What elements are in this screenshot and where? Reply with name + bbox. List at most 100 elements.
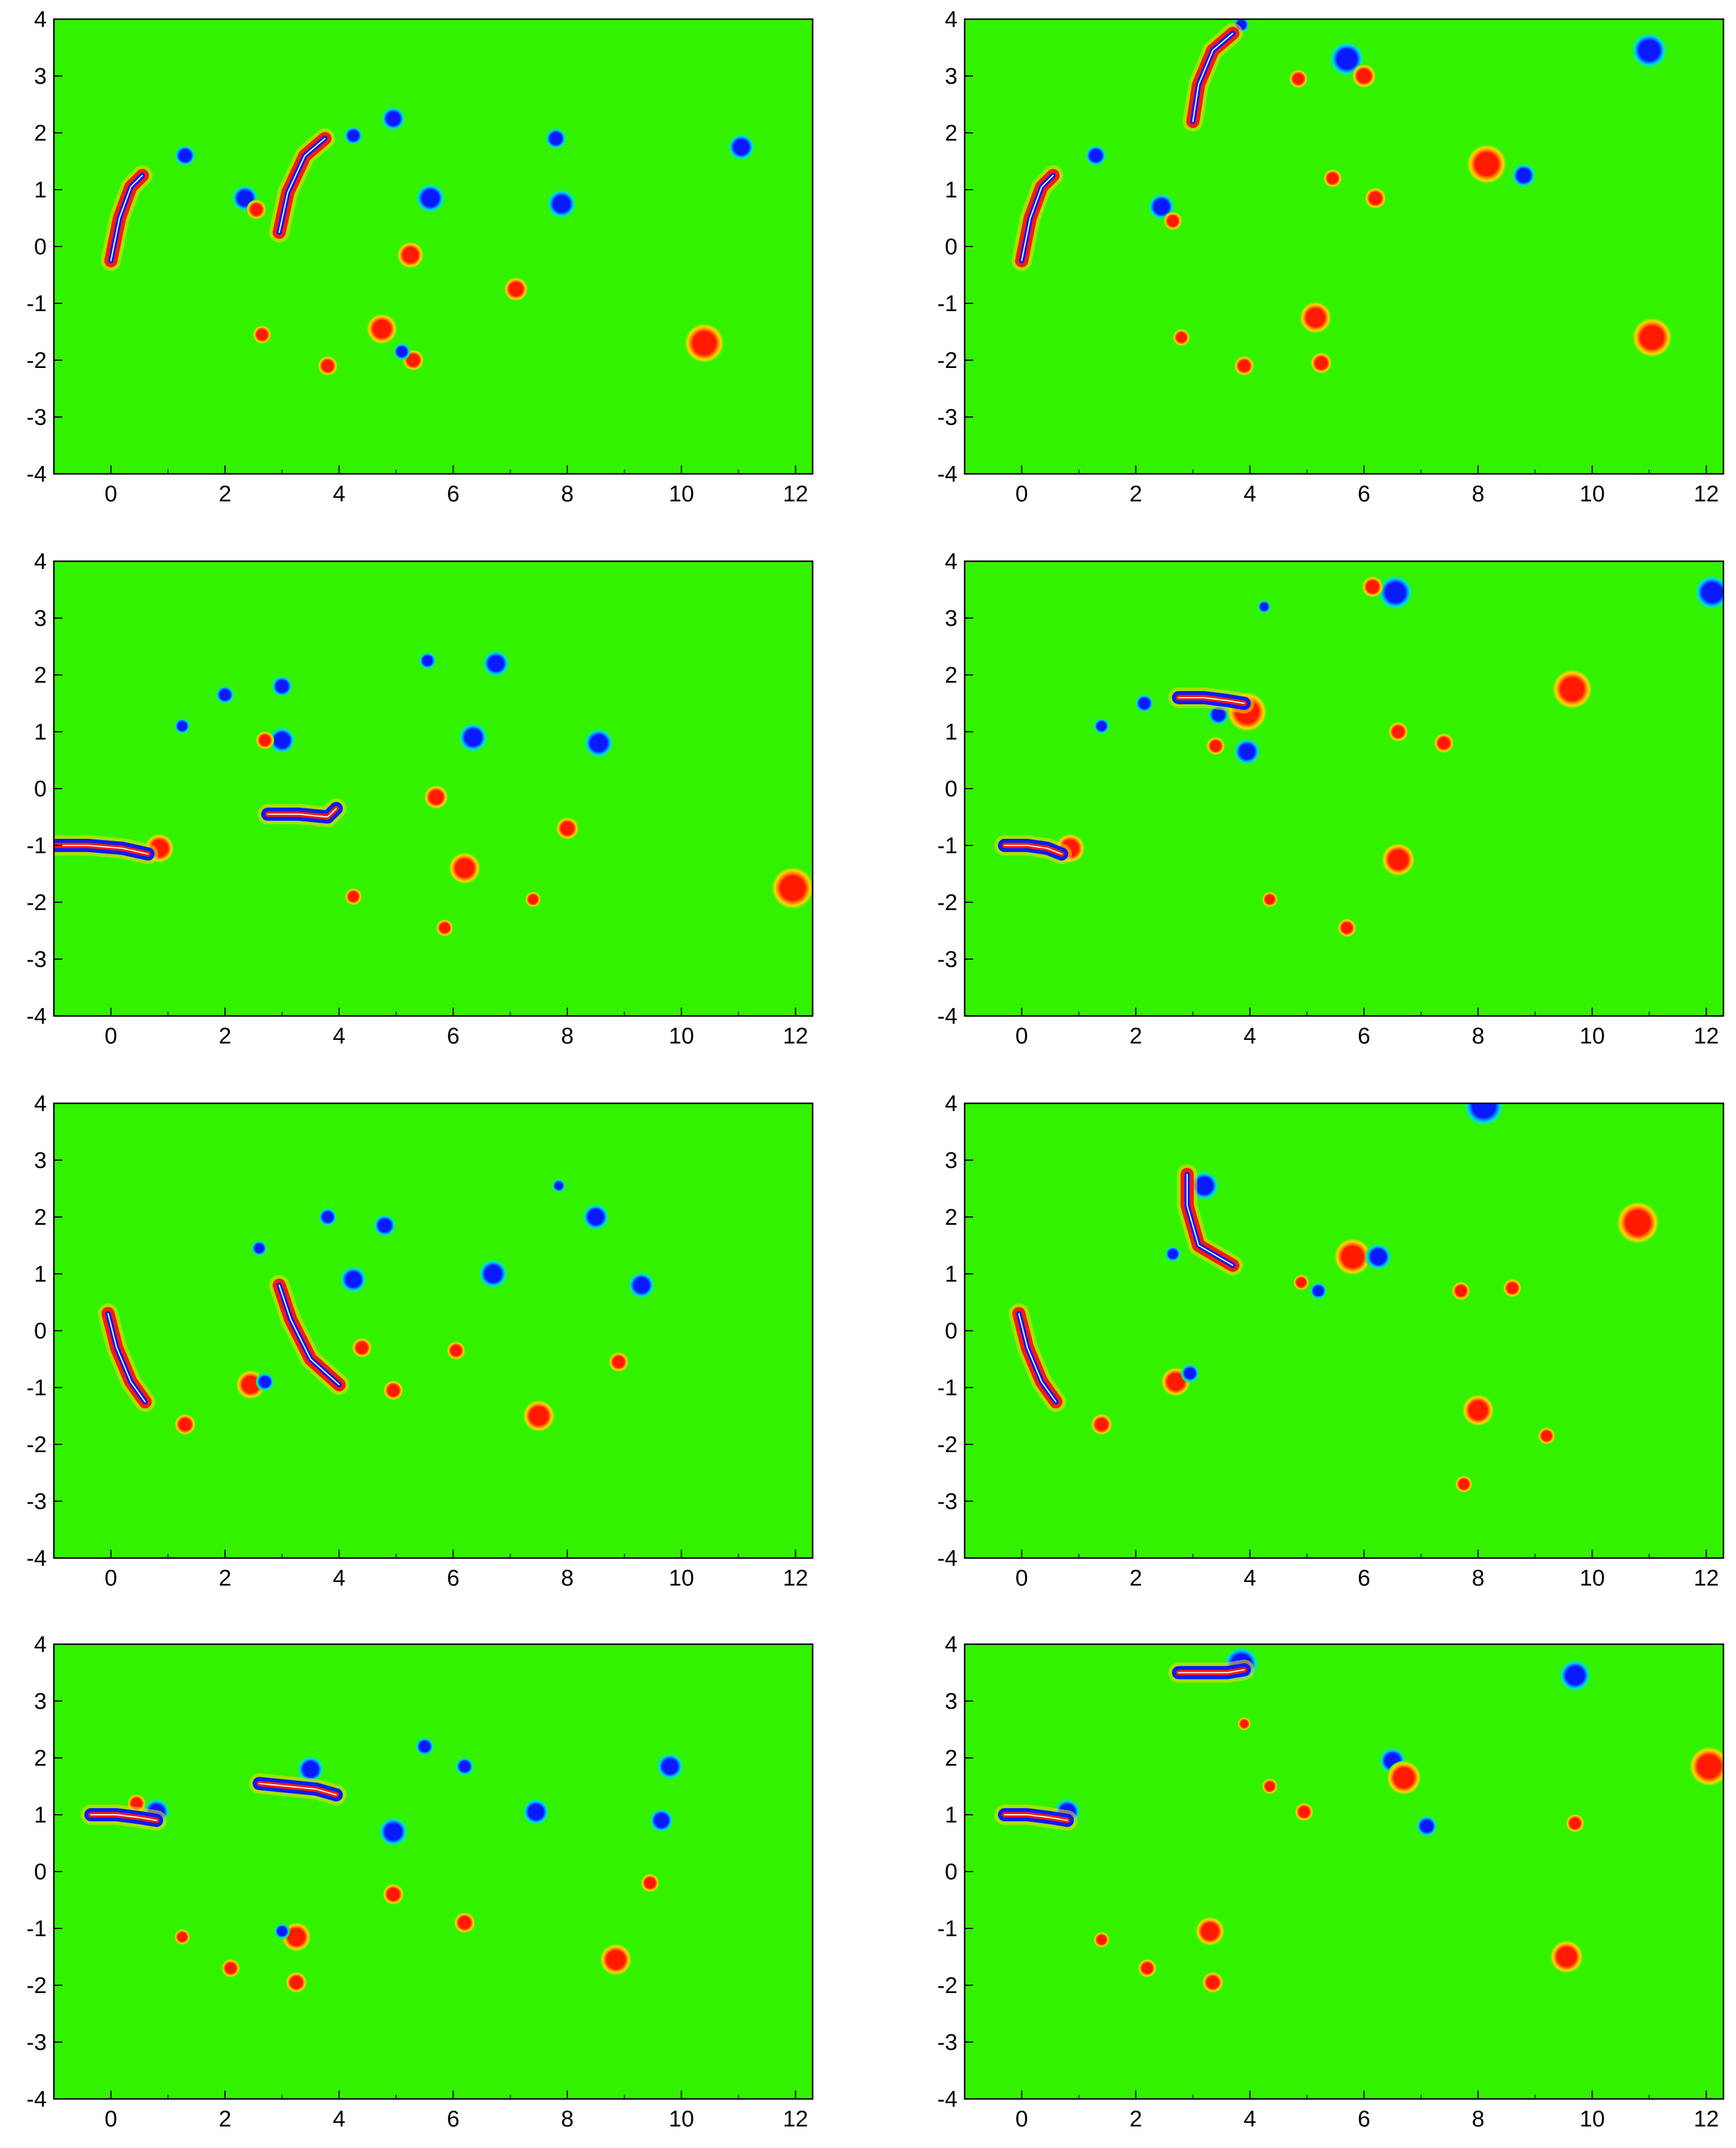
x-tick-label: 0 [1016,1566,1028,1591]
y-tick-label: -1 [937,1916,957,1942]
y-tick-label: 3 [34,64,47,89]
positive-vortex [454,1912,475,1933]
x-tick-label: 12 [1694,2107,1719,2132]
plate-shear-layer [269,1275,349,1395]
y-tick-label: -3 [26,1489,47,1514]
plate-shear-layer [249,1773,346,1805]
negative-vortex [649,1808,674,1833]
positive-vortex [1293,1274,1309,1291]
x-tick-label: 2 [1129,2107,1142,2132]
positive-vortex [600,1944,632,1976]
y-tick-label: -3 [26,405,47,430]
x-tick-label: 2 [218,2107,231,2132]
x-tick-label: 12 [783,482,808,507]
x-tick-label: 0 [105,1566,117,1591]
x-tick-label: 8 [1472,1566,1484,1591]
y-tick-label: 3 [945,606,957,631]
positive-vortex [1234,356,1254,376]
negative-vortex [1695,575,1723,610]
negative-vortex [174,145,196,166]
y-tick-label: 2 [945,1205,957,1230]
x-tick-label: 12 [1694,1024,1719,1049]
y-tick-label: -2 [26,1432,47,1458]
y-tick-label: 0 [34,777,47,802]
negative-vortex [419,652,436,670]
negative-vortex [215,685,235,704]
y-tick-label: 4 [945,1091,957,1116]
plate-shear-layer [994,835,1072,865]
y-tick-label: -2 [937,1973,957,1998]
x-tick-label: 0 [105,482,117,507]
positive-vortex [1311,352,1332,374]
x-tick-label: 2 [1129,482,1142,507]
y-tick-label: -2 [937,1432,957,1458]
y-tick-label: -2 [26,348,47,373]
y-tick-label: 0 [34,1319,47,1344]
y-tick-label: -1 [937,291,957,317]
plate-shear-layer [1008,1303,1066,1412]
negative-vortex [545,128,567,149]
plate-shear-layer [1168,1659,1255,1683]
y-tick-label: 0 [945,777,957,802]
positive-vortex [1364,187,1386,209]
y-tick-label: -1 [937,1376,957,1401]
y-tick-label: 0 [34,235,47,260]
positive-vortex [221,1959,240,1977]
x-tick-label: 4 [1244,1566,1256,1591]
y-tick-label: -1 [26,1376,47,1401]
positive-vortex [285,1971,307,1993]
x-tick-label: 10 [1580,2107,1605,2132]
negative-vortex [393,343,411,360]
y-tick-label: -1 [26,291,47,317]
y-tick-label: -1 [26,1916,47,1942]
negative-vortex [340,1266,367,1293]
y-tick-label: 1 [945,720,957,745]
negative-vortex [318,1207,337,1227]
y-tick-label: -3 [26,2030,47,2055]
x-tick-label: 4 [1244,482,1256,507]
positive-vortex [1138,1959,1157,1977]
y-tick-label: -4 [937,1546,957,1571]
negative-vortex [256,1373,275,1391]
y-tick-label: 3 [945,64,957,89]
negative-vortex [1233,738,1260,765]
y-tick-label: 2 [945,663,957,688]
negative-vortex [628,1272,655,1298]
x-tick-label: 2 [218,1024,231,1049]
negative-vortex [269,727,296,754]
positive-vortex [556,817,579,840]
plate-shear-layer [1176,1164,1244,1276]
plate-shear-layer [101,165,153,271]
negative-vortex [582,1204,609,1230]
y-tick-label: 2 [945,121,957,146]
positive-vortex [1382,843,1415,877]
x-tick-label: 4 [1244,1024,1256,1049]
x-tick-label: 0 [1016,1024,1028,1049]
x-tick-label: 10 [669,2107,694,2132]
positive-vortex [1261,892,1278,908]
y-tick-label: 2 [34,663,47,688]
positive-vortex [1455,1475,1473,1493]
negative-vortex [379,1817,408,1846]
x-tick-label: 8 [561,1024,573,1049]
negative-vortex [1416,1815,1437,1837]
x-tick-label: 6 [1358,482,1370,507]
x-tick-label: 10 [669,1024,694,1049]
y-tick-label: -3 [26,947,47,972]
positive-vortex [1323,169,1342,188]
negative-vortex [251,1240,267,1256]
y-tick-label: 3 [945,1148,957,1173]
positive-vortex [1467,144,1507,184]
x-tick-label: 8 [561,2107,573,2132]
positive-vortex [523,1400,555,1432]
x-tick-label: 6 [447,2107,460,2132]
positive-vortex [1462,1394,1494,1426]
y-tick-label: -3 [937,2030,957,2055]
positive-vortex [1565,1814,1585,1833]
positive-vortex [1294,1802,1314,1821]
